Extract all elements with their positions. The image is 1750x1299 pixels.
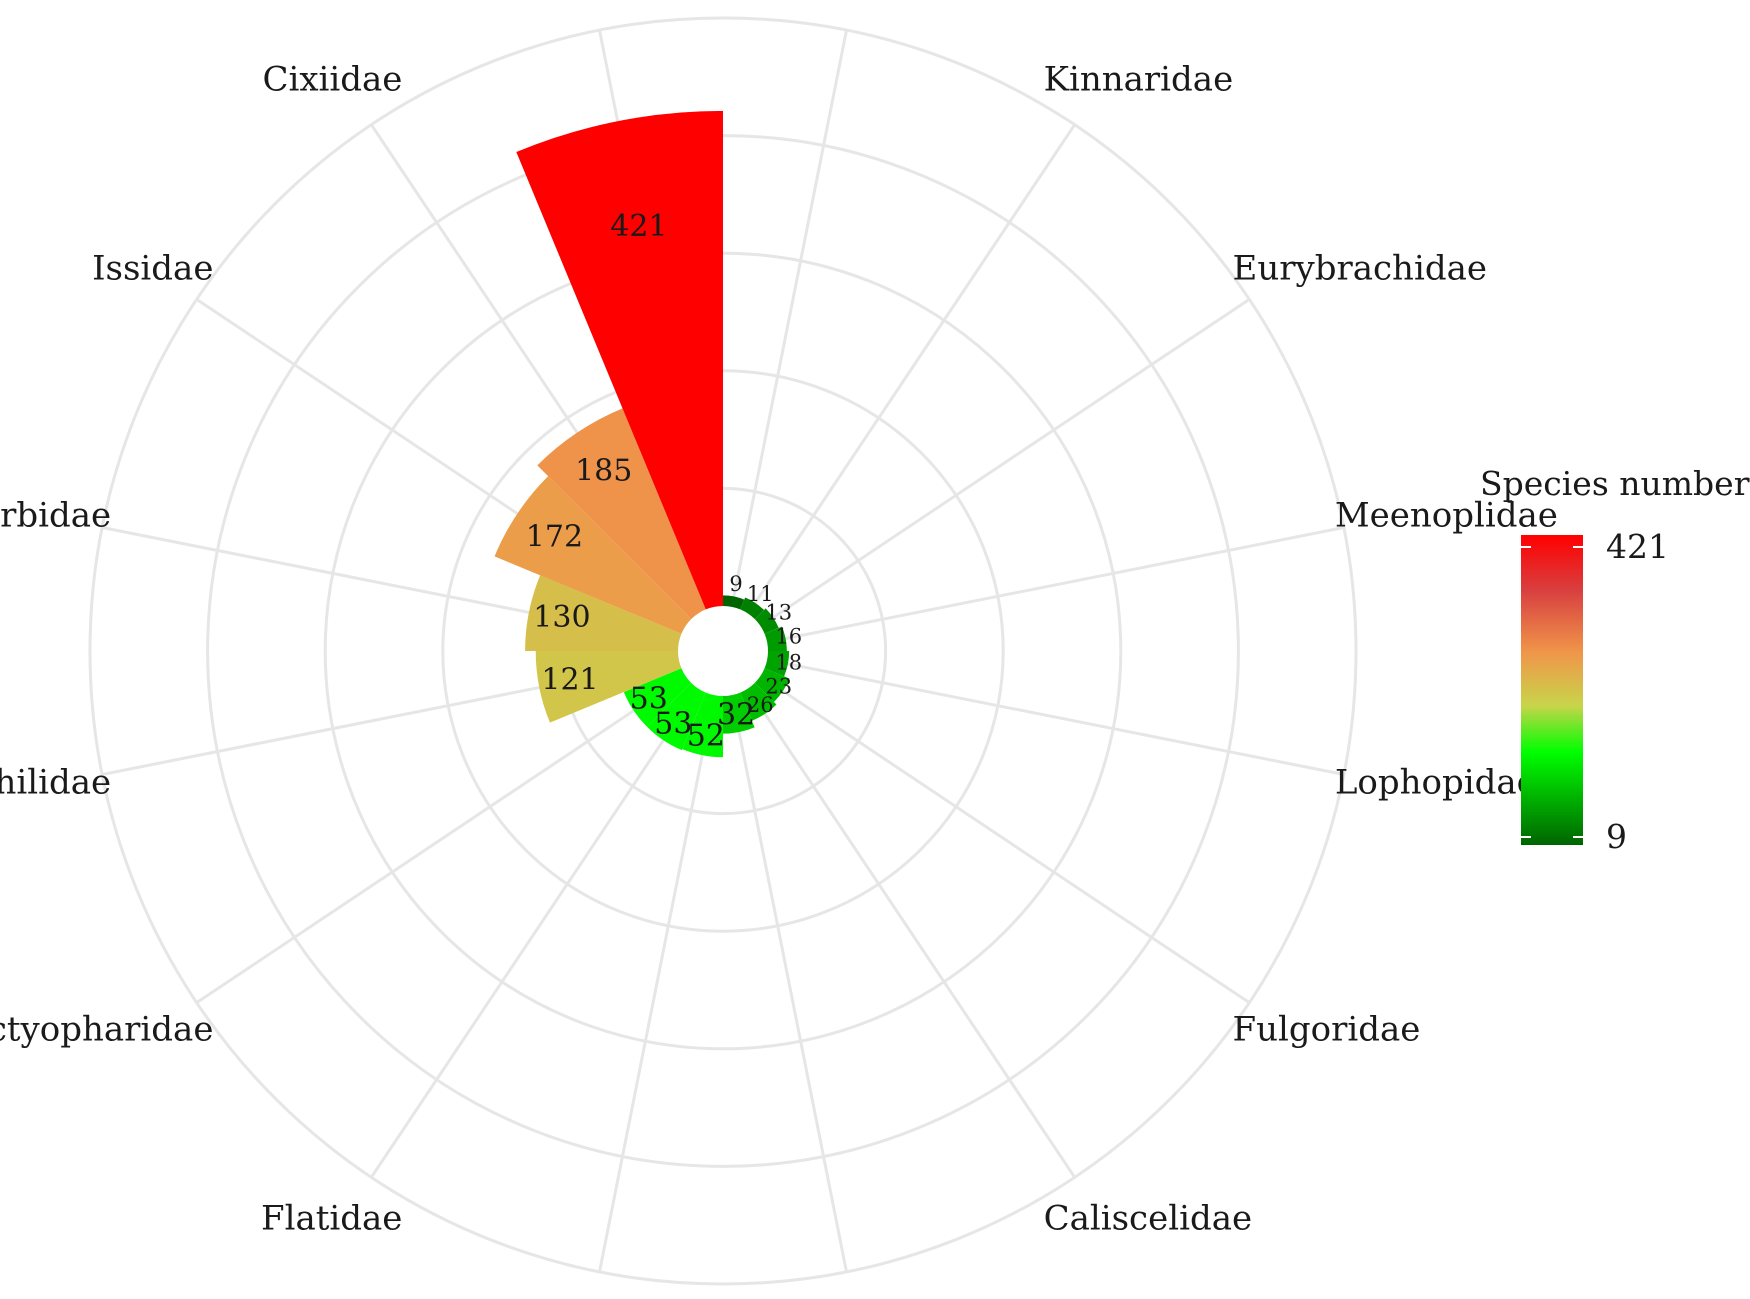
grid-spoke (730, 29, 848, 608)
grid-spoke (370, 687, 700, 1179)
legend-colorbar (1521, 535, 1583, 845)
grid-spoke (759, 298, 1251, 628)
legend-title: Species number (1480, 464, 1750, 503)
value-label: 53 (630, 682, 668, 717)
value-label: 18 (775, 651, 802, 675)
bar-kinnaridae (740, 597, 764, 620)
value-label: 172 (526, 519, 583, 554)
bar-cixiidae (537, 408, 706, 620)
value-label: 52 (687, 718, 725, 753)
value-label: 13 (765, 600, 792, 624)
bar-derbidae (525, 575, 682, 651)
bar-ricaniidae (723, 692, 755, 734)
bar-dictyopharidae (623, 668, 692, 727)
bar-tropiduchidae (682, 692, 723, 758)
grid-spoke (766, 658, 1345, 776)
value-label: 26 (747, 693, 774, 717)
category-label-group: NogodinidaeKinnaridaeEurybrachidaeMeenop… (0, 59, 1558, 1239)
category-label: Cixiidae (262, 59, 402, 99)
legend-min-label: 9 (1606, 817, 1627, 856)
category-label: Flatidae (261, 1199, 402, 1239)
category-label: Kinnaridae (1044, 59, 1234, 99)
category-label: Lophopidae (1335, 763, 1537, 803)
category-label: Caliscelidae (1044, 1199, 1253, 1239)
value-label: 16 (775, 624, 802, 648)
category-label: Fulgoridae (1233, 1010, 1421, 1050)
grid-spoke (766, 526, 1345, 644)
grid-spoke (746, 123, 1076, 615)
bar-meenoplidae (764, 626, 787, 651)
grid-spoke (759, 674, 1251, 1004)
bar-caliscelidae (740, 682, 777, 721)
bar-issidae (494, 476, 692, 634)
value-label: 53 (654, 706, 692, 741)
bar-delphacidae (516, 110, 723, 610)
legend-max-label: 421 (1606, 527, 1669, 566)
value-label: 32 (717, 698, 755, 733)
category-label: Issidae (92, 248, 213, 288)
grid-spoke (195, 674, 687, 1004)
bar-lophopidae (764, 651, 790, 677)
bar-eurybrachidae (754, 608, 779, 634)
value-label: 121 (541, 662, 598, 697)
value-label: 185 (575, 453, 632, 488)
value-label: 23 (765, 675, 792, 699)
category-label: Derbidae (0, 495, 111, 535)
value-label: 130 (533, 600, 590, 635)
value-label: 9 (729, 572, 742, 596)
bar-flatidae (647, 682, 706, 751)
bar-group (494, 110, 790, 758)
grid-spoke (598, 694, 716, 1273)
bar-fulgoridae (754, 668, 790, 702)
grid-spoke (730, 694, 848, 1273)
grid-spoke (746, 687, 1076, 1179)
value-label: 11 (747, 582, 774, 606)
value-label: 421 (610, 209, 667, 244)
category-label: Eurybrachidae (1233, 248, 1487, 288)
category-label: Meenoplidae (1335, 495, 1558, 535)
grid-ring (88, 16, 1358, 1286)
category-label: Dictyopharidae (0, 1010, 213, 1050)
bar-achilidae (535, 651, 682, 723)
legend: Species number 421 9 (1480, 464, 1750, 856)
category-label: Achilidae (0, 763, 111, 803)
bar-nogodinidae (723, 595, 745, 610)
